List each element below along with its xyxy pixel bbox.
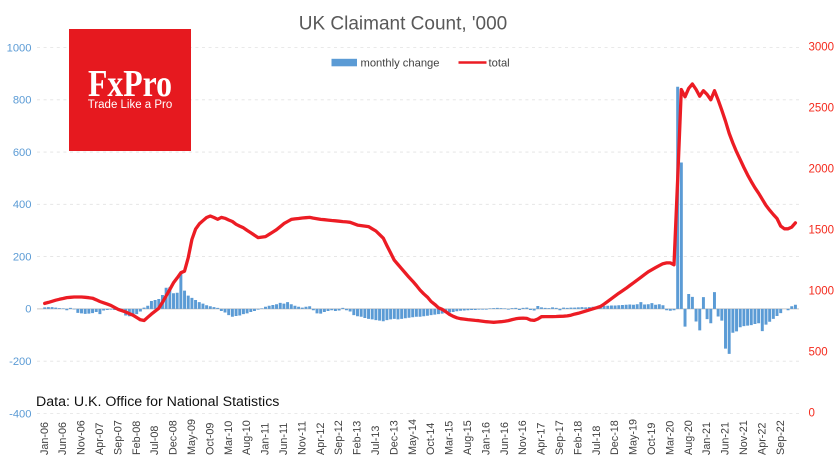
- svg-text:800: 800: [13, 95, 32, 107]
- svg-text:monthly change: monthly change: [361, 57, 440, 69]
- svg-text:Sep-17: Sep-17: [554, 420, 566, 455]
- svg-text:Jun-11: Jun-11: [278, 423, 290, 455]
- svg-text:Apr-22: Apr-22: [756, 423, 768, 455]
- svg-text:Nov-21: Nov-21: [738, 420, 750, 455]
- svg-text:200: 200: [13, 251, 32, 263]
- svg-text:1000: 1000: [7, 42, 32, 54]
- svg-text:May-19: May-19: [628, 419, 640, 455]
- svg-text:FxPro: FxPro: [88, 63, 172, 105]
- svg-text:Dec-18: Dec-18: [609, 420, 621, 455]
- svg-text:1500: 1500: [809, 225, 835, 237]
- svg-text:Mar-15: Mar-15: [444, 421, 456, 455]
- svg-text:0: 0: [25, 304, 31, 316]
- svg-text:Apr-12: Apr-12: [315, 423, 327, 455]
- svg-text:600: 600: [13, 147, 32, 159]
- svg-text:Feb-13: Feb-13: [352, 421, 364, 455]
- svg-text:May-09: May-09: [186, 419, 198, 455]
- svg-text:Jun-21: Jun-21: [720, 422, 732, 455]
- svg-text:400: 400: [13, 199, 32, 211]
- svg-text:0: 0: [809, 408, 815, 420]
- svg-text:1000: 1000: [809, 286, 835, 298]
- svg-text:Oct-19: Oct-19: [646, 423, 658, 455]
- svg-text:3000: 3000: [809, 42, 835, 54]
- svg-text:Aug-10: Aug-10: [241, 420, 253, 455]
- svg-text:Nov-06: Nov-06: [76, 420, 88, 455]
- svg-text:Apr-17: Apr-17: [536, 423, 548, 455]
- svg-text:Apr-07: Apr-07: [94, 423, 106, 455]
- svg-text:Oct-14: Oct-14: [425, 423, 437, 455]
- svg-text:Trade Like a Pro: Trade Like a Pro: [88, 99, 173, 111]
- svg-text:Mar-10: Mar-10: [223, 421, 235, 455]
- svg-text:Jul-08: Jul-08: [149, 426, 161, 455]
- svg-text:Mar-20: Mar-20: [664, 421, 676, 455]
- svg-text:total: total: [489, 57, 510, 69]
- svg-text:Sep-22: Sep-22: [775, 420, 787, 455]
- svg-text:-400: -400: [9, 408, 31, 420]
- svg-text:Feb-18: Feb-18: [572, 421, 584, 455]
- svg-text:Jan-06: Jan-06: [39, 422, 51, 455]
- svg-text:UK Claimant Count, '000: UK Claimant Count, '000: [299, 14, 508, 35]
- svg-text:2500: 2500: [809, 103, 835, 115]
- svg-text:Aug-15: Aug-15: [462, 420, 474, 455]
- svg-text:Jun-16: Jun-16: [499, 422, 511, 455]
- svg-text:Jul-13: Jul-13: [370, 426, 382, 455]
- svg-text:Nov-11: Nov-11: [296, 421, 308, 455]
- svg-text:Jul-18: Jul-18: [591, 426, 603, 455]
- svg-text:Sep-07: Sep-07: [112, 420, 124, 455]
- svg-text:Jun-06: Jun-06: [57, 422, 69, 455]
- svg-text:Dec-13: Dec-13: [388, 420, 400, 455]
- svg-text:500: 500: [809, 347, 828, 359]
- svg-text:Dec-08: Dec-08: [168, 420, 180, 455]
- svg-text:Jan-16: Jan-16: [480, 422, 492, 455]
- svg-text:-200: -200: [9, 356, 31, 368]
- svg-text:Nov-16: Nov-16: [517, 420, 529, 455]
- svg-text:Sep-12: Sep-12: [333, 420, 345, 455]
- svg-text:Jan-11: Jan-11: [260, 423, 272, 455]
- svg-text:2000: 2000: [809, 164, 835, 176]
- svg-text:Jan-21: Jan-21: [701, 422, 713, 455]
- svg-text:Aug-20: Aug-20: [683, 420, 695, 455]
- svg-text:Feb-08: Feb-08: [131, 421, 143, 455]
- svg-text:Data: U.K. Office for National: Data: U.K. Office for National Statistic…: [36, 394, 279, 410]
- svg-text:Oct-09: Oct-09: [204, 423, 216, 455]
- svg-text:May-14: May-14: [407, 419, 419, 455]
